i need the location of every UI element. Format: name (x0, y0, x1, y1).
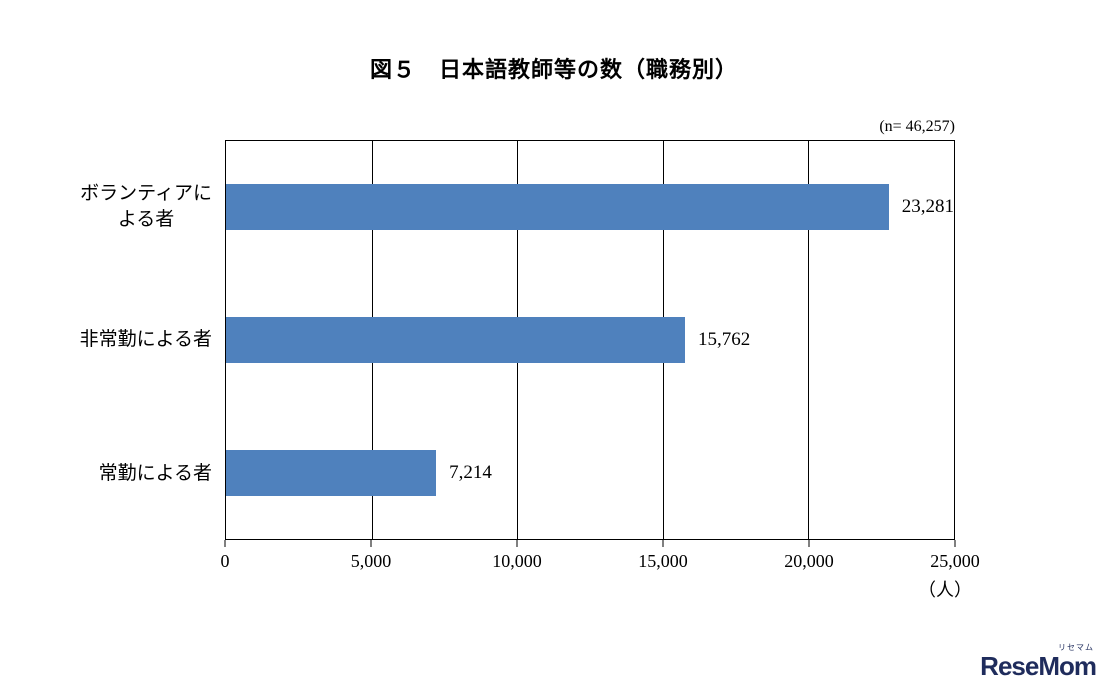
category-label-text: 常勤による者 (98, 462, 212, 484)
plot-area: 23,281 15,762 7,214 (225, 140, 955, 540)
category-label-fulltime: 常勤による者 (0, 407, 212, 540)
x-axis-unit-label: （人） (918, 580, 972, 600)
bar-value-label: 7,214 (449, 461, 492, 483)
sample-size-label: (n= 46,257) (879, 118, 955, 135)
category-label-text: 非常勤による者 (79, 329, 212, 351)
x-axis-tickmarks (224, 540, 956, 548)
bar-volunteer (226, 184, 889, 231)
tickmark (662, 540, 664, 547)
x-tick-label-25000: 25,000 (930, 551, 980, 571)
category-label-text: ボランティアに よる者 (80, 183, 212, 230)
logo-furigana: リセマム (1058, 643, 1094, 652)
bar-parttime (226, 317, 685, 363)
logo-text: ReseMom (980, 651, 1097, 681)
tickmark (808, 540, 810, 547)
x-tick-label-20000: 20,000 (784, 551, 834, 571)
x-tick-label-5000: 5,000 (350, 551, 392, 571)
bar-value-label: 15,762 (697, 329, 751, 350)
tickmark (370, 540, 372, 547)
tickmark (224, 540, 226, 547)
x-tick-label-15000: 15,000 (638, 551, 688, 571)
resemom-logo[interactable]: リセマム ReseMom (980, 643, 1097, 681)
x-tick-label-10000: 10,000 (492, 551, 542, 571)
category-label-parttime: 非常勤による者 (0, 273, 212, 406)
y-axis-labels: ボランティアに よる者 非常勤による者 常勤による者 (0, 140, 212, 540)
category-label-volunteer: ボランティアに よる者 (0, 140, 212, 273)
bar-row-parttime: 15,762 (226, 274, 954, 407)
tickmark (954, 540, 956, 547)
x-tick-label-0: 0 (220, 551, 230, 571)
bar-fulltime (226, 449, 437, 496)
bar-row-volunteer: 23,281 (226, 141, 954, 274)
chart-title: 図５ 日本語教師等の数（職務別） (369, 57, 738, 82)
x-axis-labels: 0 5,000 10,000 15,000 20,000 25,000 (221, 551, 980, 575)
bar-row-fulltime: 7,214 (226, 406, 954, 539)
bar-rows: 23,281 15,762 7,214 (226, 141, 954, 539)
bar-value-label: 23,281 (901, 196, 954, 218)
gridline-20000 (808, 141, 810, 539)
tickmark (516, 540, 518, 547)
